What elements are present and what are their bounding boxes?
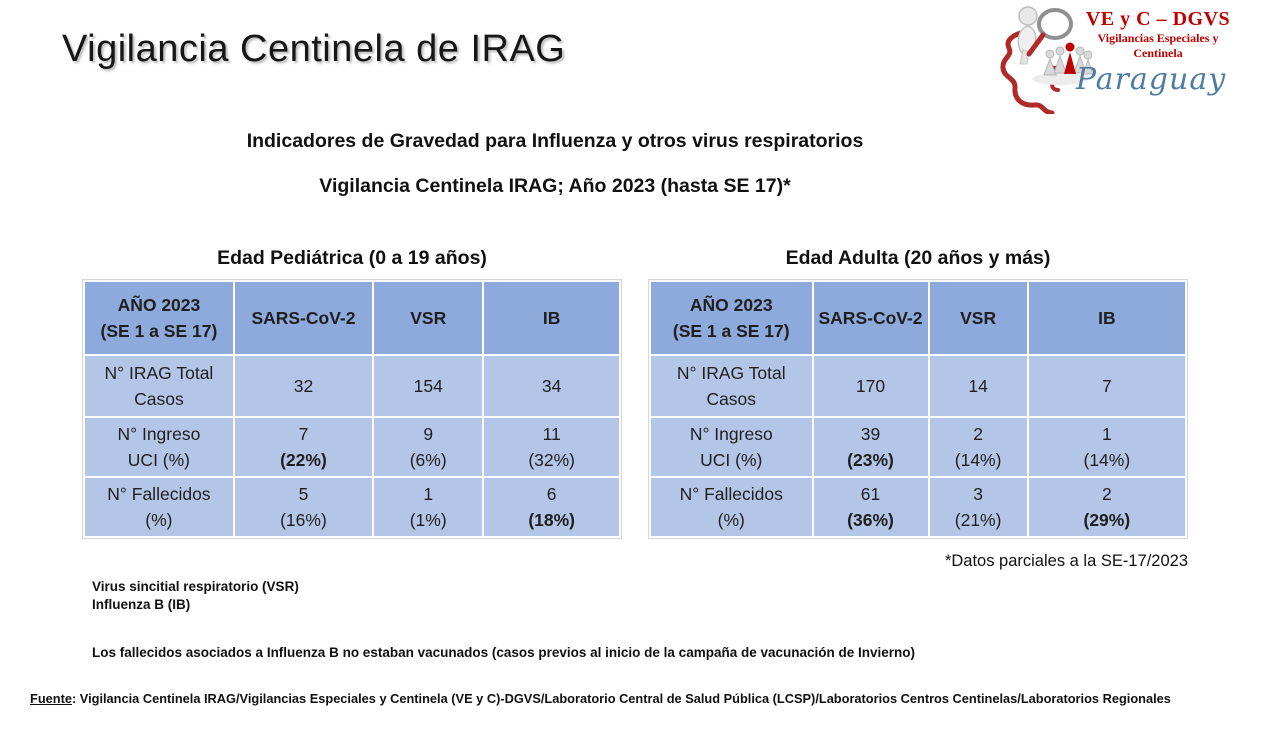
- table-cell: 39 (23%): [813, 418, 928, 476]
- source-footer: Fuente: Vigilancia Centinela IRAG/Vigila…: [30, 691, 1260, 706]
- abbreviation-notes: Virus sincitial respiratorio (VSR) Influ…: [92, 578, 915, 663]
- table-section-pediatric: Edad Pediátrica (0 a 19 años) AÑO 2023 (S…: [82, 247, 622, 539]
- magnifier-people-paraguay-map-icon: [1000, 6, 1092, 114]
- table-cell: 6 (18%): [484, 478, 619, 536]
- note-vaccination: Los fallecidos asociados a Influenza B n…: [92, 645, 916, 661]
- table-cell: 11 (32%): [484, 418, 619, 476]
- table-cell: 7 (22%): [234, 418, 373, 476]
- adult-table-title: Edad Adulta (20 años y más): [785, 247, 1051, 269]
- subtitle-line-1: Indicadores de Gravedad para Influenza y…: [246, 130, 864, 152]
- logo-subtitle-line2: Centinela: [1133, 46, 1183, 60]
- partial-data-note: *Datos parciales a la SE-17/2023: [944, 552, 1188, 570]
- table-cell: 154: [374, 356, 483, 416]
- logo: VE y C – DGVS Vigilancias Especiales y C…: [992, 2, 1254, 116]
- note-ib: Influenza B (IB): [92, 597, 191, 613]
- table-row: N° Fallecidos (%) 61 (36%) 3 (21%) 2 (29%): [651, 478, 1185, 536]
- row-label: N° IRAG Total Casos: [651, 356, 812, 416]
- logo-subtitle-line1: Vigilancias Especiales y: [1097, 31, 1219, 45]
- page-title: Vigilancia Centinela de IRAG: [62, 28, 566, 70]
- column-header: AÑO 2023 (SE 1 a SE 17): [85, 282, 233, 354]
- table-cell: 61 (36%): [813, 478, 928, 536]
- table-cell: 5 (16%): [234, 478, 373, 536]
- logo-country-script: Paraguay: [1075, 62, 1227, 97]
- table-cell: 14: [929, 356, 1027, 416]
- table-row: N° IRAG Total Casos 32 154 34: [85, 356, 619, 416]
- column-header: SARS-CoV-2: [813, 282, 928, 354]
- table-row: N° Ingreso UCI (%) 7 (22%) 9 (6%) 11 (32%): [85, 418, 619, 476]
- column-header: SARS-CoV-2: [234, 282, 373, 354]
- row-label: N° Ingreso UCI (%): [85, 418, 233, 476]
- table-cell: 9 (6%): [374, 418, 483, 476]
- note-vsr: Virus sincitial respiratorio (VSR): [92, 579, 299, 594]
- logo-org-name: VE y C – DGVS: [1085, 8, 1231, 30]
- row-label: N° Ingreso UCI (%): [651, 418, 812, 476]
- table-cell: 2 (14%): [929, 418, 1027, 476]
- pediatric-table-title: Edad Pediátrica (0 a 19 años): [217, 247, 487, 269]
- table-cell: 170: [813, 356, 928, 416]
- table-section-adult: Edad Adulta (20 años y más) AÑO 2023 (SE …: [648, 247, 1188, 539]
- pediatric-data-table: AÑO 2023 (SE 1 a SE 17) SARS-CoV-2 VSR IB N° …: [82, 279, 622, 539]
- column-header: IB: [1028, 282, 1185, 354]
- row-label: N° IRAG Total Casos: [85, 356, 233, 416]
- table-cell: 3 (21%): [929, 478, 1027, 536]
- table-cell: 32: [234, 356, 373, 416]
- slide-subtitle: Indicadores de Gravedad para Influenza y…: [0, 130, 1110, 198]
- column-header: IB: [484, 282, 619, 354]
- table-row: N° Fallecidos (%) 5 (16%) 1 (1%) 6 (18%): [85, 478, 619, 536]
- table-cell: 34: [484, 356, 619, 416]
- table-row: N° Ingreso UCI (%) 39 (23%) 2 (14%) 1 (14%): [651, 418, 1185, 476]
- table-cell: 2 (29%): [1028, 478, 1185, 536]
- table-row: N° IRAG Total Casos 170 14 7: [651, 356, 1185, 416]
- source-text: : Vigilancia Centinela IRAG/Vigilancias …: [71, 691, 1171, 706]
- table-cell: 7: [1028, 356, 1185, 416]
- row-label: N° Fallecidos (%): [651, 478, 812, 536]
- column-header: VSR: [374, 282, 483, 354]
- adult-data-table: AÑO 2023 (SE 1 a SE 17) SARS-CoV-2 VSR IB N° …: [648, 279, 1188, 539]
- subtitle-line-2: Vigilancia Centinela IRAG; Año 2023 (has…: [319, 175, 791, 197]
- column-header: VSR: [929, 282, 1027, 354]
- row-label: N° Fallecidos (%): [85, 478, 233, 536]
- table-cell: 1 (14%): [1028, 418, 1185, 476]
- source-label: Fuente: [30, 691, 72, 706]
- column-header: AÑO 2023 (SE 1 a SE 17): [651, 282, 812, 354]
- table-cell: 1 (1%): [374, 478, 483, 536]
